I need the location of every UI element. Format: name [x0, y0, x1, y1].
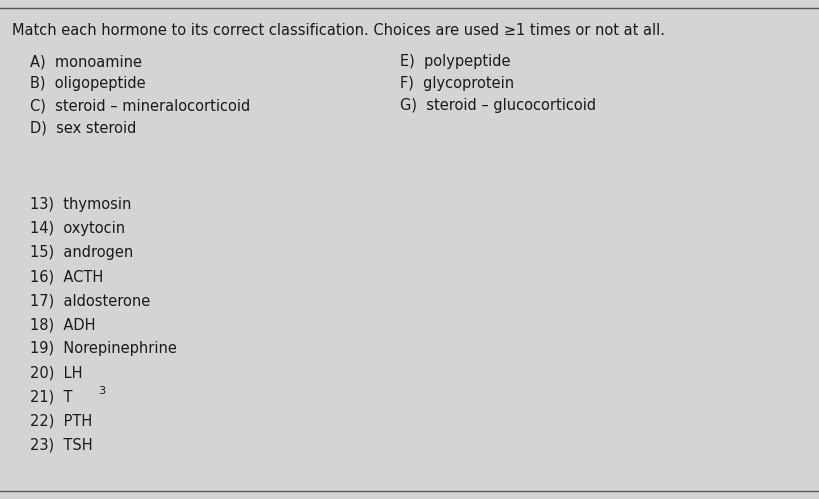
Text: B)  oligopeptide: B) oligopeptide	[30, 76, 146, 91]
Text: C)  steroid – mineralocorticoid: C) steroid – mineralocorticoid	[30, 98, 250, 113]
Text: 21)  T: 21) T	[30, 389, 72, 404]
Text: 16)  ACTH: 16) ACTH	[30, 269, 103, 284]
Text: 13)  thymosin: 13) thymosin	[30, 197, 131, 212]
Text: 17)  aldosterone: 17) aldosterone	[30, 293, 150, 308]
Text: D)  sex steroid: D) sex steroid	[30, 120, 136, 135]
Text: Match each hormone to its correct classification. Choices are used ≥1 times or n: Match each hormone to its correct classi…	[12, 23, 664, 38]
Text: 20)  LH: 20) LH	[30, 365, 83, 380]
Text: E)  polypeptide: E) polypeptide	[400, 54, 510, 69]
Text: 22)  PTH: 22) PTH	[30, 413, 93, 428]
Text: F)  glycoprotein: F) glycoprotein	[400, 76, 514, 91]
Text: A)  monoamine: A) monoamine	[30, 54, 142, 69]
Text: G)  steroid – glucocorticoid: G) steroid – glucocorticoid	[400, 98, 595, 113]
Text: 19)  Norepinephrine: 19) Norepinephrine	[30, 341, 177, 356]
Text: 18)  ADH: 18) ADH	[30, 317, 95, 332]
Text: 15)  androgen: 15) androgen	[30, 245, 133, 260]
Text: 3: 3	[98, 386, 105, 396]
Text: 14)  oxytocin: 14) oxytocin	[30, 221, 125, 236]
Text: 23)  TSH: 23) TSH	[30, 437, 93, 452]
